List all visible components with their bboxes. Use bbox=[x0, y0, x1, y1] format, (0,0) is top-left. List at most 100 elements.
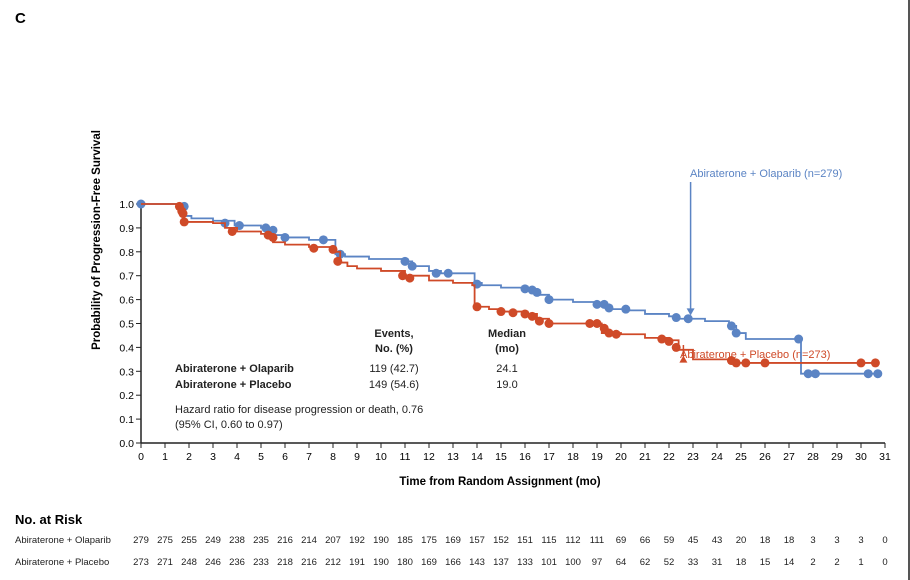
x-tick-label: 25 bbox=[735, 451, 747, 463]
km-chart: Probability of Progression-Free Survival… bbox=[91, 130, 891, 488]
risk-count: 151 bbox=[517, 535, 533, 546]
placebo-censor-mark bbox=[179, 217, 189, 227]
olaparib-censor-mark bbox=[794, 334, 804, 344]
risk-count: 101 bbox=[541, 557, 557, 568]
summary-placebo-events: 149 (54.6) bbox=[369, 379, 419, 391]
x-tick-label: 24 bbox=[711, 451, 723, 463]
placebo-censor-mark bbox=[870, 358, 880, 368]
risk-count: 216 bbox=[277, 535, 293, 546]
y-tick-label: 0.1 bbox=[119, 414, 134, 426]
olaparib-censor-mark bbox=[726, 321, 736, 331]
summary-olaparib-events: 119 (42.7) bbox=[369, 363, 418, 375]
risk-count: 185 bbox=[397, 535, 413, 546]
placebo-censor-mark bbox=[520, 309, 530, 319]
placebo-censor-mark bbox=[671, 342, 681, 352]
risk-count: 31 bbox=[711, 557, 723, 568]
y-tick-label: 0.6 bbox=[119, 295, 134, 307]
olaparib-censor-mark bbox=[810, 369, 820, 379]
x-tick-label: 19 bbox=[591, 451, 603, 463]
x-tick-label: 15 bbox=[495, 451, 507, 463]
risk-count: 190 bbox=[373, 557, 389, 568]
risk-count: 191 bbox=[349, 557, 365, 568]
risk-count: 59 bbox=[663, 535, 675, 546]
olaparib-arrowhead bbox=[686, 308, 695, 316]
x-tick-label: 16 bbox=[519, 451, 531, 463]
x-tick-label: 11 bbox=[400, 451, 411, 463]
risk-count: 180 bbox=[397, 557, 413, 568]
risk-count: 115 bbox=[541, 535, 557, 546]
risk-count: 157 bbox=[469, 535, 485, 546]
risk-count: 3 bbox=[858, 535, 864, 546]
y-tick-label: 1.0 bbox=[119, 199, 134, 211]
x-tick-label: 20 bbox=[615, 451, 627, 463]
risk-count: 97 bbox=[591, 557, 603, 568]
x-tick-label: 1 bbox=[162, 451, 168, 463]
risk-count: 0 bbox=[882, 535, 888, 546]
y-tick-label: 0.7 bbox=[119, 271, 134, 283]
placebo-censor-mark bbox=[178, 209, 188, 219]
risk-count: 238 bbox=[229, 535, 245, 546]
risk-count: 246 bbox=[205, 557, 221, 568]
risk-count: 18 bbox=[735, 557, 747, 568]
x-tick-label: 31 bbox=[879, 451, 891, 463]
y-tick-label: 0.5 bbox=[119, 319, 134, 331]
x-tick-label: 27 bbox=[783, 451, 795, 463]
y-tick-label: 0.2 bbox=[119, 390, 134, 402]
x-tick-label: 22 bbox=[663, 451, 675, 463]
y-tick-label: 0.9 bbox=[119, 223, 134, 235]
olaparib-censor-mark bbox=[621, 304, 631, 314]
risk-count: 62 bbox=[639, 557, 651, 568]
placebo-curve bbox=[141, 203, 876, 364]
events-header-2: No. (%) bbox=[375, 343, 413, 355]
olaparib-censor-mark bbox=[261, 223, 271, 233]
x-tick-label: 14 bbox=[471, 451, 483, 463]
risk-count: 207 bbox=[325, 535, 341, 546]
olaparib-censor-mark bbox=[532, 287, 542, 297]
placebo-censor-mark bbox=[309, 243, 319, 253]
risk-count: 2 bbox=[834, 557, 840, 568]
risk-count: 18 bbox=[783, 535, 795, 546]
y-tick-label: 0.8 bbox=[119, 247, 134, 259]
olaparib-curve-label: Abiraterone + Olaparib (n=279) bbox=[690, 168, 842, 180]
risk-count: 33 bbox=[687, 557, 699, 568]
x-tick-label: 0 bbox=[138, 451, 144, 463]
placebo-censor-mark bbox=[405, 273, 415, 283]
olaparib-censor-mark bbox=[318, 235, 328, 245]
placebo-censor-mark bbox=[731, 358, 741, 368]
risk-row-label: Abiraterone + Placebo bbox=[15, 557, 110, 568]
risk-count: 255 bbox=[181, 535, 197, 546]
risk-count: 2 bbox=[810, 557, 816, 568]
placebo-censor-mark bbox=[760, 358, 770, 368]
placebo-censor-mark bbox=[664, 336, 674, 346]
y-tick-label: 0.0 bbox=[119, 438, 134, 450]
placebo-censor-mark bbox=[592, 319, 602, 328]
placebo-censor-mark bbox=[856, 358, 866, 368]
events-header-1: Events, bbox=[374, 328, 413, 340]
median-header-1: Median bbox=[488, 328, 526, 340]
x-tick-label: 6 bbox=[282, 451, 288, 463]
risk-count: 271 bbox=[157, 557, 173, 568]
x-tick-label: 13 bbox=[447, 451, 459, 463]
risk-count: 20 bbox=[735, 535, 747, 546]
olaparib-censor-mark bbox=[431, 268, 441, 278]
risk-count: 0 bbox=[882, 557, 888, 568]
placebo-censor-mark bbox=[496, 307, 506, 317]
risk-count: 100 bbox=[565, 557, 581, 568]
x-tick-label: 23 bbox=[687, 451, 699, 463]
olaparib-censor-mark bbox=[280, 232, 290, 242]
risk-row: Abiraterone + Placebo 273 271 248 246 236 233 2… bbox=[15, 557, 905, 571]
x-tick-label: 7 bbox=[306, 451, 312, 463]
risk-count: 166 bbox=[445, 557, 461, 568]
summary-placebo-name: Abiraterone + Placebo bbox=[175, 379, 292, 391]
x-tick-label: 2 bbox=[186, 451, 192, 463]
summary-olaparib-name: Abiraterone + Olaparib bbox=[175, 363, 294, 375]
placebo-curve-label: Abiraterone + Placebo (n=273) bbox=[680, 349, 830, 361]
risk-row: Abiraterone + Olaparib 279 275 255 249 238 235… bbox=[15, 535, 905, 549]
x-tick-label: 10 bbox=[375, 451, 387, 463]
olaparib-censor-mark bbox=[731, 328, 741, 338]
x-tick-label: 29 bbox=[831, 451, 843, 463]
placebo-censor-mark bbox=[398, 271, 408, 281]
risk-count: 18 bbox=[759, 535, 771, 546]
risk-count: 143 bbox=[469, 557, 485, 568]
placebo-censor-mark bbox=[268, 232, 278, 242]
